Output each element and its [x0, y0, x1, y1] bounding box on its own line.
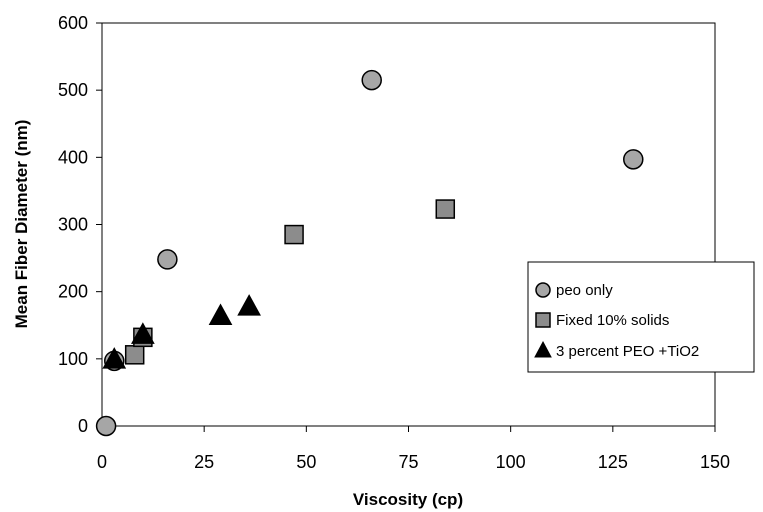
legend-item: peo only — [535, 282, 613, 299]
legend-marker-triangle — [534, 340, 552, 358]
x-tick-label: 150 — [700, 452, 730, 472]
data-point-circle — [157, 249, 178, 270]
y-tick-label: 100 — [58, 349, 88, 369]
x-axis-title: Viscosity (cp) — [353, 490, 463, 509]
x-tick-label: 25 — [194, 452, 214, 472]
y-axis-ticks: 0 100 200 300 400 500 600 — [58, 13, 102, 436]
y-tick-label: 0 — [78, 416, 88, 436]
legend-item: Fixed 10% solids — [535, 312, 669, 329]
data-point-triangle — [131, 322, 155, 344]
y-tick-label: 300 — [58, 215, 88, 235]
legend-marker-circle — [535, 282, 551, 298]
data-point-circle — [623, 149, 644, 170]
y-tick-label: 600 — [58, 13, 88, 33]
legend-box — [527, 261, 755, 373]
x-tick-label: 50 — [296, 452, 316, 472]
y-tick-label: 200 — [58, 282, 88, 302]
x-tick-label: 100 — [496, 452, 526, 472]
x-tick-label: 75 — [398, 452, 418, 472]
x-tick-label: 0 — [97, 452, 107, 472]
legend-item: 3 percent PEO +TiO2 — [534, 340, 699, 360]
y-axis-title: Mean Fiber Diameter (nm) — [12, 120, 31, 329]
legend: peo only Fixed 10% solids 3 percent PEO +T… — [527, 261, 755, 373]
x-axis-ticks: 0 25 50 75 100 125 150 — [97, 426, 730, 472]
data-point-square — [124, 345, 145, 365]
legend-label: peo only — [556, 282, 613, 299]
data-point-square — [284, 224, 304, 245]
data-point-square — [435, 199, 456, 219]
y-tick-label: 400 — [58, 147, 88, 167]
y-tick-label: 500 — [58, 80, 88, 100]
data-point-triangle — [208, 303, 233, 326]
data-point-triangle — [102, 347, 127, 369]
x-tick-label: 125 — [598, 452, 628, 472]
legend-label: 3 percent PEO +TiO2 — [556, 343, 699, 360]
data-point-triangle — [237, 294, 261, 316]
data-points — [95, 69, 644, 437]
legend-marker-square — [535, 312, 551, 328]
data-point-circle — [95, 415, 117, 437]
data-point-circle — [361, 69, 382, 91]
legend-label: Fixed 10% solids — [556, 312, 669, 329]
